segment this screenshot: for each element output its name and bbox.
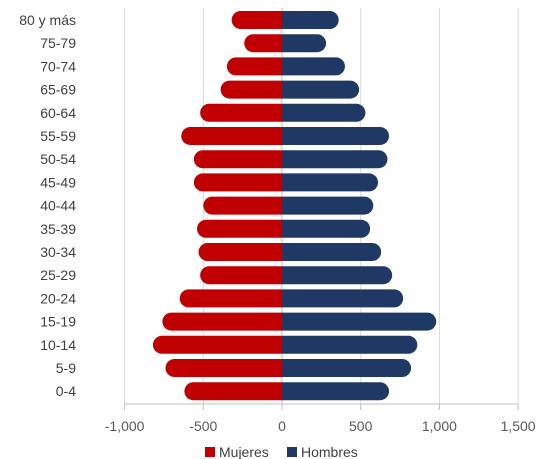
bar-mujeres bbox=[165, 359, 282, 377]
bar-hombres bbox=[282, 80, 360, 99]
category-label: 75-79 bbox=[40, 35, 76, 51]
bar-hombres bbox=[282, 173, 379, 192]
bar-hombres bbox=[282, 243, 382, 261]
x-tick-label: -500 bbox=[189, 418, 217, 434]
bar-mujeres bbox=[198, 243, 282, 261]
category-label: 0-4 bbox=[56, 383, 76, 399]
bar-hombres bbox=[282, 127, 390, 145]
x-tick-label: 500 bbox=[349, 418, 373, 434]
legend-label-mujeres: Mujeres bbox=[219, 444, 269, 459]
x-tick-label: -1,000 bbox=[105, 418, 145, 434]
bar-mujeres bbox=[226, 57, 282, 76]
category-label: 80 y más bbox=[19, 12, 76, 28]
category-label: 40-44 bbox=[40, 198, 76, 214]
legend-label-hombres: Hombres bbox=[301, 444, 358, 459]
bar-hombres bbox=[282, 103, 366, 122]
bar-hombres bbox=[282, 335, 418, 354]
bar-mujeres bbox=[203, 196, 282, 215]
bar-hombres bbox=[282, 312, 437, 331]
bar-mujeres bbox=[152, 335, 282, 354]
bar-mujeres bbox=[200, 266, 282, 285]
bar-hombres bbox=[282, 289, 404, 308]
bar-hombres bbox=[282, 266, 393, 285]
bar-mujeres bbox=[231, 11, 282, 29]
category-label: 35-39 bbox=[40, 221, 76, 237]
category-labels: 80 y más 75-79 70-74 65-69 60-64 55-59 50-54 45… bbox=[19, 12, 76, 399]
bar-mujeres bbox=[244, 34, 282, 53]
bar-mujeres bbox=[184, 382, 282, 401]
x-tick-label: 1,000 bbox=[422, 418, 457, 434]
bar-mujeres bbox=[200, 103, 282, 122]
legend-swatch-hombres bbox=[287, 447, 297, 457]
category-label: 70-74 bbox=[40, 58, 76, 74]
x-tick-label: 0 bbox=[278, 418, 286, 434]
bar-hombres bbox=[282, 34, 327, 53]
legend-swatch-mujeres bbox=[205, 447, 215, 457]
bar-hombres bbox=[282, 359, 412, 377]
category-label: 15-19 bbox=[40, 314, 76, 330]
bar-mujeres bbox=[193, 173, 282, 192]
category-label: 60-64 bbox=[40, 105, 76, 121]
bar-mujeres bbox=[162, 312, 282, 331]
category-label: 10-14 bbox=[40, 337, 76, 353]
bar-hombres bbox=[282, 150, 388, 169]
category-label: 30-34 bbox=[40, 244, 76, 260]
bar-hombres bbox=[282, 11, 339, 29]
category-label: 55-59 bbox=[40, 128, 76, 144]
category-label: 50-54 bbox=[40, 151, 76, 167]
bar-mujeres bbox=[197, 219, 282, 238]
bar-mujeres bbox=[193, 150, 282, 169]
category-label: 65-69 bbox=[40, 82, 76, 98]
bar-mujeres bbox=[179, 289, 282, 308]
bar-hombres bbox=[282, 57, 345, 76]
bar-mujeres bbox=[220, 80, 282, 99]
bar-hombres bbox=[282, 219, 371, 238]
category-label: 45-49 bbox=[40, 174, 76, 190]
legend: Mujeres Hombres bbox=[205, 444, 358, 459]
bars bbox=[152, 11, 437, 401]
bar-hombres bbox=[282, 196, 374, 215]
bar-mujeres bbox=[181, 127, 282, 145]
category-label: 5-9 bbox=[56, 360, 76, 376]
category-label: 20-24 bbox=[40, 290, 76, 306]
x-axis: -1,000 -500 0 500 1,000 1,500 bbox=[105, 403, 536, 434]
bar-hombres bbox=[282, 382, 390, 401]
category-label: 25-29 bbox=[40, 267, 76, 283]
x-tick-label: 1,500 bbox=[501, 418, 536, 434]
